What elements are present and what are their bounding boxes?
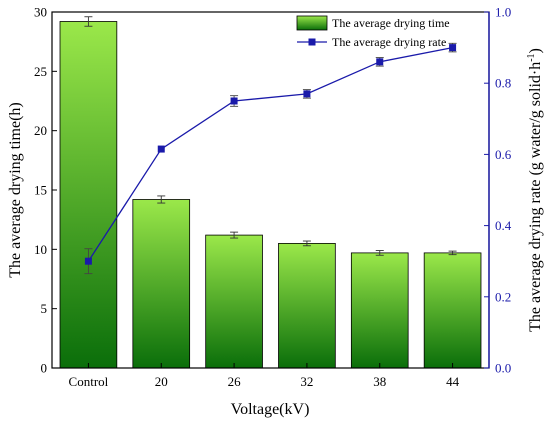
x-tick-label-1: 20 [155,374,168,389]
left-tick-label-4: 20 [34,123,47,138]
rate-point-0 [84,257,92,265]
left-tick-label-0: 0 [41,361,48,376]
right-axis-title-main: The average drying rate (g water/g solid… [527,62,544,332]
right-axis-title-close: ) [527,48,544,53]
left-axis-title: The average drying time(h) [7,102,24,277]
bars-layer [59,21,482,369]
x-axis-ticks: Control 20 26 32 38 44 [69,363,460,389]
left-tick-label-3: 15 [34,183,47,198]
legend: The average drying time The average dryi… [296,15,450,49]
rate-point-3 [303,90,311,98]
rate-point-4 [376,58,384,66]
bar-1 [132,199,191,369]
right-tick-label-5: 1.0 [495,5,511,20]
left-tick-label-5: 25 [34,64,47,79]
rate-point-2 [230,97,238,105]
legend-swatch-marker [308,38,316,46]
bar-2 [205,234,263,369]
right-axis-ticks: 0.0 0.2 0.4 0.6 0.8 1.0 [484,5,512,376]
right-tick-label-0: 0.0 [495,361,511,376]
right-tick-label-3: 0.6 [495,147,512,162]
x-tick-label-4: 38 [373,374,386,389]
left-tick-label-2: 10 [34,242,47,257]
rate-point-1 [157,145,165,153]
x-tick-label-3: 32 [300,374,313,389]
bar-errors-layer [84,16,457,256]
bar-0 [59,21,118,369]
left-tick-label-1: 5 [41,301,48,316]
bar-5 [423,252,482,369]
right-axis-title: The average drying rate (g water/g solid… [526,48,544,332]
bar-4 [350,252,409,369]
plot-frame [51,11,490,369]
bar-3 [278,242,336,369]
right-tick-label-2: 0.4 [495,218,512,233]
x-tick-label-5: 44 [446,374,460,389]
x-tick-label-2: 26 [228,374,242,389]
rate-line [87,46,453,262]
x-tick-label-0: Control [69,374,109,389]
right-axis-title-sup: -1 [526,53,537,61]
left-tick-label-6: 30 [34,5,47,20]
right-tick-label-1: 0.2 [495,289,511,304]
line-layer [84,42,457,275]
legend-swatch-bar [296,15,328,31]
right-tick-label-4: 0.8 [495,76,511,91]
rate-point-5 [449,44,457,52]
x-axis-title: Voltage(kV) [231,401,310,418]
legend-label-bar: The average drying time [332,16,450,30]
left-axis-ticks: 0 5 10 15 20 25 30 [34,5,57,376]
legend-label-line: The average drying rate [332,35,446,49]
